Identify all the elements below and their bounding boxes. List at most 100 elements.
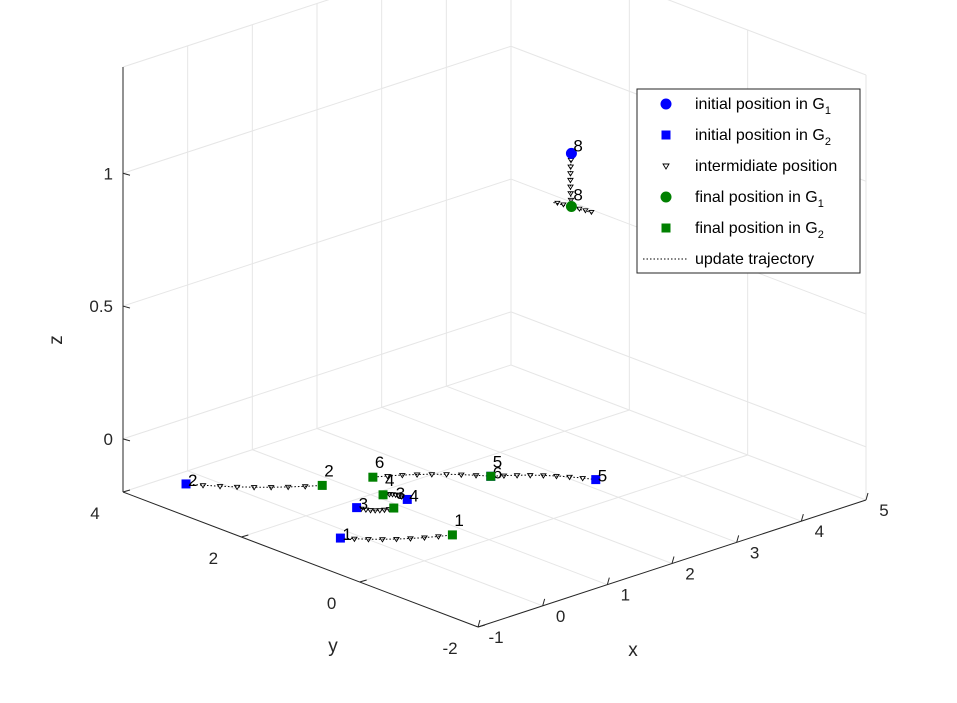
intermediate-marker (421, 535, 428, 542)
grid-line-x (187, 470, 543, 607)
intermediate-marker (233, 484, 241, 491)
intermediate-marker (284, 484, 292, 491)
intermediate-marker (381, 507, 388, 514)
trajectory-line (356, 507, 394, 511)
intermediate-marker (351, 536, 358, 543)
intermediate-marker (567, 191, 575, 197)
intermediate-marker (576, 206, 583, 212)
legend-final-g1-marker (660, 191, 672, 203)
intermediate-marker (567, 197, 575, 204)
y-tick-label: 2 (209, 549, 218, 568)
intermediate-marker (428, 472, 436, 478)
x-tick (606, 577, 610, 585)
legend-label: intermidiate position (695, 158, 837, 175)
legend-initial-g2-marker (661, 130, 671, 140)
y-tick (241, 534, 249, 538)
intermediate-marker (567, 164, 575, 171)
intermediate-marker (560, 202, 567, 208)
box-edge (122, 0, 330, 68)
final-g2-marker (389, 503, 399, 513)
point-label: 6 (493, 463, 502, 482)
z-tick (122, 438, 131, 442)
y-tick-label: 0 (327, 594, 336, 613)
intermediate-marker (267, 485, 275, 491)
x-tick-label: 1 (621, 586, 630, 605)
legend: initial position in G1 initial position i… (636, 88, 861, 274)
legend-final-g2-marker (661, 223, 671, 233)
y-tick-label: 4 (90, 504, 99, 523)
trajectory-line (372, 473, 491, 478)
point-label: 2 (188, 471, 197, 490)
final-g1-marker (565, 201, 577, 212)
legend-label: final position in G2 (695, 220, 824, 241)
legend-box (636, 88, 861, 274)
y-tick (477, 624, 486, 628)
intermediate-marker (513, 473, 521, 479)
point-label: 1 (342, 525, 351, 544)
z-tick (122, 305, 131, 309)
intermediate-marker (553, 474, 560, 480)
final-g2-marker (447, 530, 457, 540)
grid-line-z (122, 311, 512, 440)
intermediate-marker (579, 476, 587, 482)
point-label: 3 (396, 484, 405, 503)
x-tick (865, 492, 869, 501)
intermediate-marker (216, 484, 224, 490)
intermediate-marker (582, 208, 589, 214)
intermediate-marker (588, 210, 595, 216)
legend-label: initial position in G2 (695, 127, 831, 148)
grid-line-z (122, 178, 512, 307)
x-axis-label: x (628, 640, 638, 661)
legend-label: update trajectory (695, 251, 814, 268)
intermediate-marker (567, 184, 574, 191)
point-label: 3 (359, 495, 368, 514)
x-tick (671, 556, 675, 564)
intermediate-marker (566, 474, 573, 481)
point-label: 4 (385, 471, 394, 490)
initial-g2-marker (335, 533, 345, 543)
x-tick (800, 514, 804, 522)
point-label: 5 (493, 452, 502, 471)
initial-g1-marker (565, 147, 577, 159)
x-tick (477, 619, 481, 628)
box-edge (667, 0, 867, 76)
x-tick-label: 2 (685, 565, 694, 584)
grid-line-y (241, 409, 630, 538)
intermediate-marker (443, 472, 450, 478)
intermediate-marker (393, 536, 400, 543)
intermediate-marker (392, 492, 400, 499)
z-tick-label: 1 (104, 164, 113, 183)
legend-label: final position in G1 (695, 189, 824, 210)
intermediate-marker (376, 508, 384, 514)
y-tick-label: -2 (442, 639, 457, 658)
x-tick-label: -1 (488, 628, 503, 647)
point-label: 6 (375, 453, 384, 472)
intermediate-marker (457, 472, 465, 479)
initial-g2-marker (591, 475, 601, 485)
grid-line-x (510, 364, 867, 501)
intermediate-marker (395, 493, 403, 499)
grid-line-x (252, 449, 608, 586)
intermediate-marker (379, 537, 386, 543)
legend-intermediate-marker (662, 163, 670, 170)
x-tick-label: 0 (556, 607, 565, 626)
intermediate-marker (367, 508, 374, 514)
point-label: 5 (598, 467, 607, 486)
z-tick-label: 0.5 (89, 297, 113, 316)
grid-line-x (316, 428, 673, 564)
intermediate-marker (407, 536, 414, 542)
intermediate-marker (539, 473, 547, 479)
intermediate-marker (250, 485, 258, 491)
grid-line-z (122, 45, 512, 174)
initial-g2-marker (181, 479, 191, 489)
z-tick (122, 172, 131, 176)
intermediate-marker (362, 507, 370, 514)
point-label: 8 (573, 186, 582, 205)
y-tick (359, 579, 367, 583)
z-axis-label: z (46, 335, 67, 345)
trajectory-line (553, 202, 592, 213)
intermediate-marker (389, 492, 396, 498)
intermediate-marker (301, 484, 309, 490)
grid-line-z (510, 311, 867, 448)
